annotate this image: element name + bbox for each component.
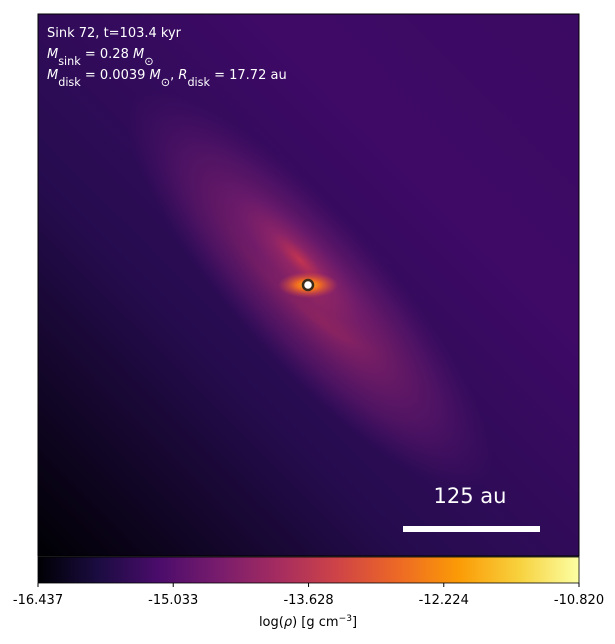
scale-bar-label: 125 au [434, 484, 507, 508]
text-part: disk [187, 76, 210, 89]
text-part: −3 [339, 614, 353, 624]
text-part: = 0.28 [81, 47, 133, 62]
text-part: ρ [284, 615, 293, 630]
text-part: ⊙ [161, 76, 170, 89]
colorbar [37, 556, 580, 584]
text-part: log( [259, 615, 284, 630]
annotation: Mdisk = 0.0039 M⊙, Rdisk = 17.72 au [47, 68, 287, 89]
text-part: R [178, 68, 187, 83]
text-part: M [47, 68, 58, 83]
text-part: , [170, 68, 178, 83]
text-part: sink [58, 55, 81, 68]
text-part: M [150, 68, 161, 83]
axes-frame [37, 13, 580, 557]
text-part: disk [58, 76, 81, 89]
sink-marker [301, 278, 315, 292]
density-map [38, 14, 579, 556]
text-part: = 17.72 au [210, 68, 287, 83]
text-part: ⊙ [144, 55, 153, 68]
text-part: M [133, 47, 144, 62]
scale-bar [403, 526, 540, 532]
text-part: ) [g cm [292, 615, 338, 630]
colorbar-tick-label: -10.820 [554, 593, 604, 608]
text-part: M [47, 47, 58, 62]
text-part: Sink 72, t=103.4 kyr [47, 26, 182, 41]
colorbar-tick-label: -13.628 [283, 593, 333, 608]
annotation: Sink 72, t=103.4 kyr [47, 26, 182, 41]
colorbar-label: log(ρ) [g cm−3] [259, 614, 357, 630]
colorbar-tick-label: -15.033 [148, 593, 198, 608]
text-part: ] [352, 615, 357, 630]
colorbar-tick-label: -16.437 [13, 593, 63, 608]
annotation: Msink = 0.28 M⊙ [47, 47, 154, 68]
colorbar-tick-label: -12.224 [419, 593, 469, 608]
text-part: = 0.0039 [81, 68, 150, 83]
